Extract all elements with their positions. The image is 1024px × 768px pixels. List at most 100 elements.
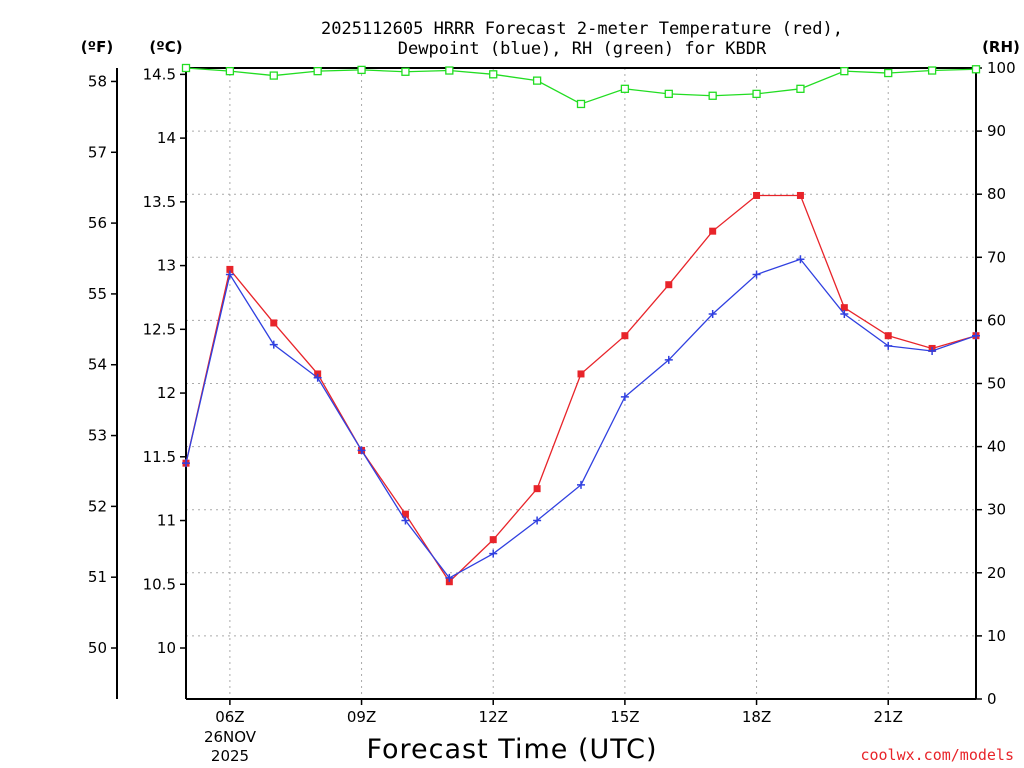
temperature-point [753, 191, 761, 199]
rh-point [269, 71, 278, 80]
celsius-tick-label: 11 [157, 512, 176, 530]
dewpoint-series [182, 255, 980, 582]
dewpoint-point [972, 331, 980, 340]
unit-fahrenheit: (ºF) [81, 38, 113, 56]
celsius-tick-label: 12.5 [143, 320, 176, 338]
temperature-point [489, 536, 497, 544]
rh-tick-label: 80 [987, 185, 1006, 203]
rh-point [576, 99, 586, 109]
celsius-tick-label: 11.5 [143, 448, 176, 466]
rh-series [181, 63, 981, 109]
dewpoint-point [401, 516, 410, 525]
rh-point [752, 89, 761, 99]
unit-rh: (RH) [982, 38, 1020, 56]
rh-tick-label: 60 [987, 311, 1006, 329]
rh-tick-label: 0 [987, 690, 997, 708]
rh-point [620, 84, 630, 93]
rh-point [489, 70, 498, 79]
temperature-series [182, 191, 980, 586]
rh-point [401, 67, 410, 76]
rh-point [181, 63, 191, 73]
dewpoint-point [620, 392, 629, 401]
dewpoint-point [796, 255, 805, 264]
x-tick-label: 18Z [742, 708, 771, 726]
celsius-tick-label: 10.5 [143, 575, 176, 593]
dewpoint-point [840, 310, 849, 319]
temperature-point [226, 265, 234, 273]
rh-line [185, 67, 977, 105]
temperature-point [533, 485, 541, 493]
rh-tick-label: 40 [987, 438, 1006, 456]
grid-lines [186, 68, 976, 699]
celsius-tick-label: 13.5 [143, 193, 176, 211]
rh-tick-label: 30 [987, 501, 1006, 519]
x-tick-label: 06Z [215, 708, 244, 726]
rh-tick-label: 100 [987, 59, 1016, 77]
rh-tick-label: 20 [987, 564, 1006, 582]
x-tick-label: 15Z [610, 708, 639, 726]
rh-tick-label: 50 [987, 375, 1006, 393]
dewpoint-point [313, 373, 322, 382]
rh-point [357, 65, 366, 75]
chart-title-line1: 2025112605 HRRR Forecast 2-meter Tempera… [321, 19, 843, 39]
dewpoint-line [185, 258, 977, 579]
fahrenheit-tick-label: 53 [88, 427, 107, 445]
rh-point [225, 67, 235, 76]
unit-celsius: (ºC) [149, 38, 182, 56]
x-axis-label: Forecast Time (UTC) [366, 734, 657, 765]
fahrenheit-tick-label: 55 [88, 285, 107, 303]
dewpoint-point [445, 573, 454, 582]
temperature-point [270, 319, 278, 327]
temperature-point [709, 227, 717, 235]
dewpoint-point [533, 516, 542, 525]
temperature-point [796, 191, 804, 199]
rh-tick-label: 70 [987, 248, 1006, 266]
chart-title-line2: Dewpoint (blue), RH (green) for KBDR [398, 39, 767, 59]
dewpoint-point [225, 270, 234, 279]
dewpoint-point [708, 310, 717, 319]
celsius-tick-label: 14.5 [143, 65, 176, 83]
dewpoint-point [928, 346, 937, 355]
dewpoint-point [577, 480, 585, 489]
dewpoint-point [489, 549, 498, 558]
date-label-year: 2025 [211, 747, 249, 765]
source-credit: coolwx.com/models [860, 746, 1014, 764]
celsius-tick-label: 12 [157, 384, 176, 402]
data-series [181, 63, 981, 586]
dewpoint-point [357, 446, 366, 455]
rh-point [971, 65, 981, 74]
dewpoint-point [752, 270, 761, 279]
fahrenheit-tick-label: 56 [88, 214, 107, 232]
rh-point [884, 68, 893, 78]
fahrenheit-tick-label: 54 [88, 356, 107, 374]
fahrenheit-tick-label: 58 [88, 72, 107, 90]
dewpoint-point [182, 459, 190, 468]
fahrenheit-tick-label: 52 [88, 497, 107, 515]
dewpoint-point [269, 340, 278, 349]
temperature-line [185, 194, 977, 583]
temperature-point [884, 332, 892, 340]
celsius-tick-label: 10 [157, 639, 176, 657]
rh-point [840, 67, 849, 76]
rh-point [664, 89, 673, 99]
dewpoint-point [884, 341, 893, 350]
rh-point [708, 91, 717, 100]
dewpoint-point [664, 355, 673, 364]
temperature-point [577, 370, 585, 378]
rh-point [927, 66, 937, 75]
rh-tick-label: 10 [987, 627, 1006, 645]
tick-marks: 06Z 09Z 12Z 15Z 18Z 21Z 10 10.5 11 11.5 12 12.5 13 13… [88, 59, 1016, 726]
fahrenheit-tick-label: 57 [88, 143, 107, 161]
rh-point [532, 76, 542, 85]
celsius-tick-label: 14 [157, 129, 176, 147]
date-label-month: 26NOV [204, 728, 257, 746]
fahrenheit-tick-label: 50 [88, 639, 107, 657]
temperature-point [840, 304, 848, 312]
rh-point [796, 84, 805, 93]
celsius-tick-label: 13 [157, 257, 176, 275]
rh-point [445, 66, 454, 75]
temperature-point [401, 510, 409, 518]
temperature-point [621, 332, 629, 340]
x-tick-label: 12Z [479, 708, 508, 726]
